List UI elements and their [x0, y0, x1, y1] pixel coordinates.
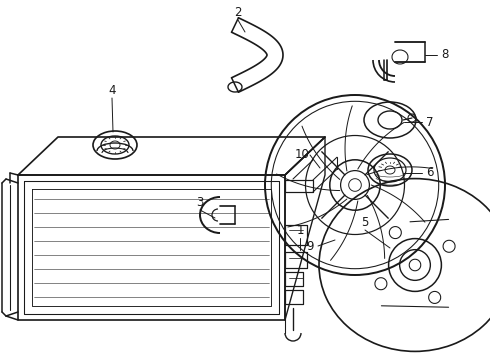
Text: 3: 3	[196, 195, 204, 208]
Text: 4: 4	[108, 84, 116, 96]
Text: 2: 2	[234, 5, 242, 18]
Text: 8: 8	[441, 49, 449, 62]
Text: 9: 9	[306, 239, 314, 252]
Text: 1: 1	[296, 224, 304, 237]
Text: 7: 7	[426, 116, 434, 129]
Text: 5: 5	[361, 216, 368, 229]
Text: 6: 6	[426, 166, 434, 180]
Text: 10: 10	[294, 148, 310, 162]
